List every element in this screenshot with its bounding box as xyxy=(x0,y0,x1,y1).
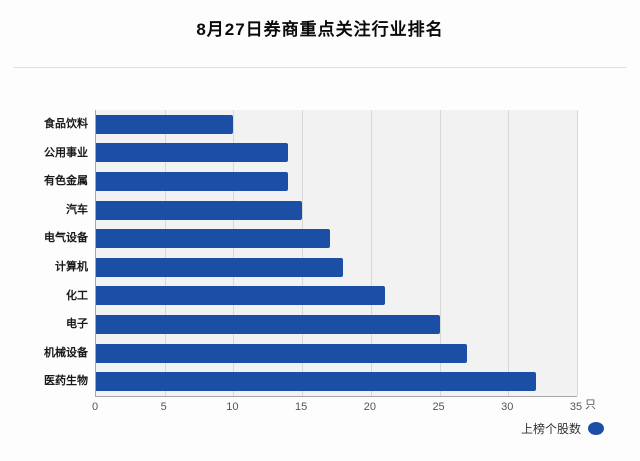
legend-dot-icon xyxy=(588,421,604,435)
x-axis-tick: 15 xyxy=(295,401,308,413)
x-axis-tick: 0 xyxy=(91,401,99,413)
x-axis-tick: 30 xyxy=(501,401,514,413)
bar-有色金属 xyxy=(96,172,289,191)
y-axis-label: 有色金属 xyxy=(44,175,88,188)
gridline xyxy=(370,110,372,396)
y-axis-label: 机械设备 xyxy=(44,346,88,359)
legend: 上榜个股数 xyxy=(521,420,604,436)
bar-医药生物 xyxy=(96,372,536,392)
chart-title: 8月27日券商重点关注行业排名 xyxy=(196,20,444,39)
x-axis-tick: 35 xyxy=(569,401,583,413)
y-axis-label: 公用事业 xyxy=(44,146,88,159)
y-axis-label: 食品饮料 xyxy=(44,118,88,130)
plot-area xyxy=(95,110,578,397)
x-axis-tick: 10 xyxy=(226,401,239,413)
bar-公用事业 xyxy=(96,143,289,163)
gridline xyxy=(164,110,166,396)
gridline xyxy=(233,110,235,396)
y-axis-label: 电气设备 xyxy=(44,232,88,245)
bar-化工 xyxy=(96,286,385,306)
x-axis-tick: 5 xyxy=(160,401,167,413)
gridline xyxy=(439,110,441,396)
x-axis-tick: 25 xyxy=(432,401,445,413)
gridline xyxy=(577,110,578,396)
y-axis-label: 汽车 xyxy=(66,203,88,216)
legend-label: 上榜个股数 xyxy=(520,421,581,436)
bar-食品饮料 xyxy=(96,114,234,134)
gridline xyxy=(302,110,304,396)
gridline xyxy=(508,110,510,396)
x-axis: 0 5 10 15 20 25 30 35 xyxy=(91,401,582,415)
bar-电气设备 xyxy=(96,229,330,249)
y-axis-label: 计算机 xyxy=(55,261,88,273)
bar-电子 xyxy=(96,315,440,334)
y-axis-label: 医药生物 xyxy=(44,375,88,388)
x-axis-unit-label: 只 xyxy=(585,399,596,411)
bar-汽车 xyxy=(96,200,303,220)
y-axis-label: 电子 xyxy=(66,318,88,331)
title-divider xyxy=(14,67,626,68)
bar-机械设备 xyxy=(96,343,468,363)
y-axis-label: 化工 xyxy=(66,289,88,302)
y-axis-labels: 食品饮料公用事业有色金属汽车电气设备计算机化工电子机械设备医药生物 xyxy=(0,110,88,396)
bar-计算机 xyxy=(96,257,344,277)
x-axis-tick: 20 xyxy=(363,401,376,413)
